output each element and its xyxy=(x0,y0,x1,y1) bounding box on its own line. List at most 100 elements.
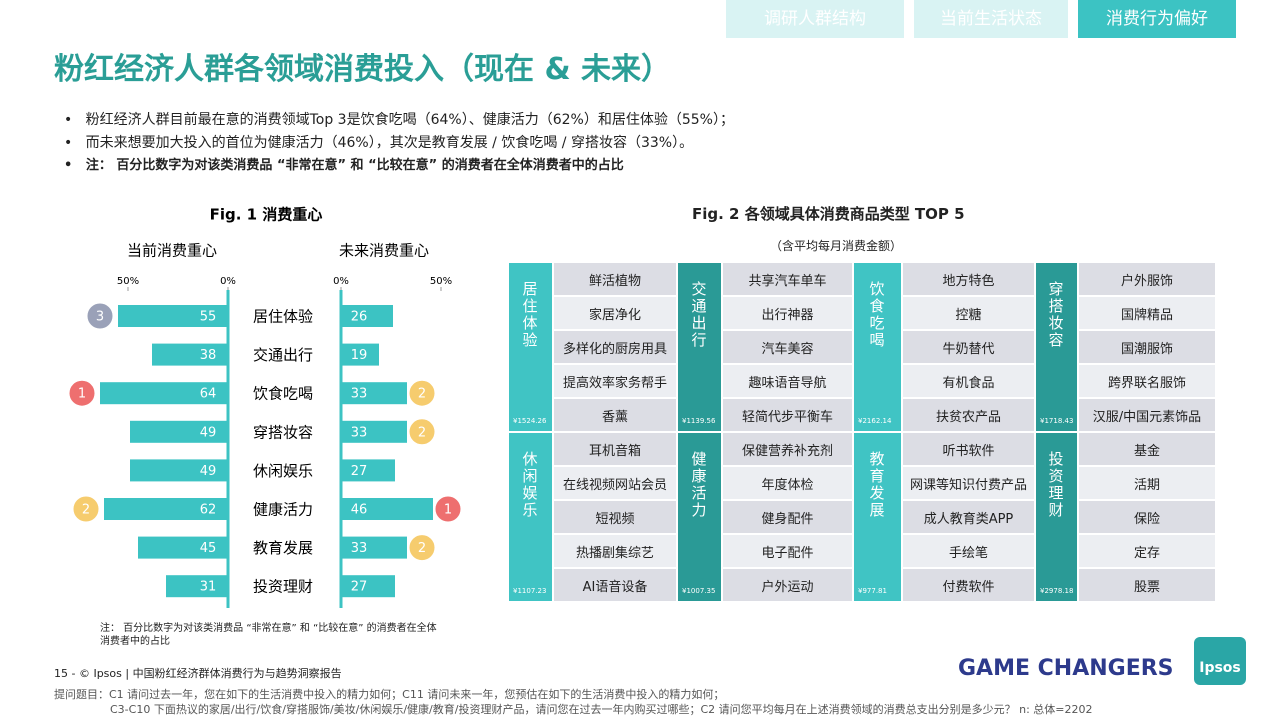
group-name: 投资理财 xyxy=(1046,451,1065,519)
value-label: 64 xyxy=(200,387,217,402)
group-name: 居住体验 xyxy=(520,281,539,349)
product-item: 网课等知识付费产品 xyxy=(902,466,1035,500)
product-item: 汽车美容 xyxy=(722,330,853,364)
product-item: 电子配件 xyxy=(722,534,853,568)
product-item: 年度体检 xyxy=(722,466,853,500)
category-label: 健康活力 xyxy=(253,501,313,519)
product-item: 户外运动 xyxy=(722,568,853,602)
group-label: 穿搭妆容 ¥1718.43 xyxy=(1035,262,1078,432)
question: C3-C10 下面热议的家居/出行/饮食/穿搭服饰/美妆/休闲娱乐/健康/教育/… xyxy=(110,703,1093,716)
series-name: 未来消费重心 xyxy=(339,242,429,260)
group-label: 交通出行 ¥1139.56 xyxy=(677,262,722,432)
x-tick-label: 0% xyxy=(220,276,236,287)
bar xyxy=(152,343,228,366)
value-label: 49 xyxy=(200,425,217,440)
value-label: 27 xyxy=(351,464,368,479)
rank-badge xyxy=(408,379,436,407)
group-name: 交通出行 xyxy=(689,281,708,349)
value-label: 33 xyxy=(351,387,368,402)
group-label: 休闲娱乐 ¥1107.23 xyxy=(508,432,553,602)
product-item: 活期 xyxy=(1078,466,1216,500)
product-item: 保险 xyxy=(1078,500,1216,534)
group-amount: ¥1107.23 xyxy=(513,587,547,595)
group-amount: ¥1007.35 xyxy=(682,587,716,595)
product-item: 跨界联名服饰 xyxy=(1078,364,1216,398)
group-label: 教育发展 ¥977.81 xyxy=(853,432,902,602)
category-label: 交通出行 xyxy=(253,346,313,364)
product-item: 控糖 xyxy=(902,296,1035,330)
bar xyxy=(341,498,433,520)
bar xyxy=(130,420,228,443)
product-item: 基金 xyxy=(1078,432,1216,466)
group-amount: ¥2978.18 xyxy=(1040,587,1074,595)
x-tick-label: 50% xyxy=(117,276,139,287)
bullet-text: 注： 百分比数字为对该类消费品 “非常在意” 和 “比较在意” 的消费者在全体消… xyxy=(85,158,624,173)
series-name: 当前消费重心 xyxy=(127,242,217,260)
product-item: 汉服/中国元素饰品 xyxy=(1078,398,1216,432)
product-item: 共享汽车单车 xyxy=(722,262,853,296)
chart-title: Fig. 1 消费重心 xyxy=(210,206,323,224)
group-name: 健康活力 xyxy=(689,451,708,519)
bar xyxy=(341,305,393,327)
category-label: 饮食吃喝 xyxy=(253,385,313,403)
group-name: 穿搭妆容 xyxy=(1046,281,1065,349)
rank-badge xyxy=(68,379,96,407)
tab[interactable]: 调研人群结构 xyxy=(726,0,904,38)
product-item: AI语音设备 xyxy=(553,568,677,602)
rank-badge xyxy=(408,418,436,446)
rank-label: 2 xyxy=(82,503,90,518)
bar xyxy=(166,575,228,598)
value-label: 27 xyxy=(351,580,368,595)
fig2-title: Fig. 2 各领域具体消费商品类型 TOP 5 xyxy=(692,205,965,223)
category-label: 居住体验 xyxy=(253,308,313,326)
product-item: 付费软件 xyxy=(902,568,1035,602)
brand: GAME CHANGERS xyxy=(958,656,1174,681)
product-item: 短视频 xyxy=(553,500,677,534)
bar xyxy=(100,382,228,405)
value-label: 46 xyxy=(351,503,368,518)
x-tick-label: 50% xyxy=(430,276,452,287)
product-item: 保健营养补充剂 xyxy=(722,432,853,466)
group-name: 休闲娱乐 xyxy=(520,451,539,519)
value-label: 55 xyxy=(200,310,217,325)
value-label: 26 xyxy=(351,310,368,325)
bullet: • 粉红经济人群目前最在意的消费领域Top 3是饮食吃喝（64%）、健康活力（6… xyxy=(64,112,734,128)
category-label: 投资理财 xyxy=(253,578,313,596)
product-item: 多样化的厨房用具 xyxy=(553,330,677,364)
rank-label: 2 xyxy=(418,425,426,440)
bar xyxy=(341,536,407,559)
x-tick-label: 0% xyxy=(333,276,349,287)
group-amount: ¥2162.14 xyxy=(858,417,892,425)
category-label: 教育发展 xyxy=(253,539,313,557)
fig2-subtitle: （含平均每月消费金额） xyxy=(770,239,903,253)
value-label: 33 xyxy=(351,425,368,440)
product-item: 听书软件 xyxy=(902,432,1035,466)
bar xyxy=(341,459,395,482)
rank-label: 2 xyxy=(418,387,426,402)
product-item: 趣味语音导航 xyxy=(722,364,853,398)
product-item: 有机食品 xyxy=(902,364,1035,398)
group-label: 饮食吃喝 ¥2162.14 xyxy=(853,262,902,432)
tab[interactable]: 当前生活状态 xyxy=(914,0,1068,38)
rank-badge xyxy=(72,495,100,523)
tab[interactable]: 消费行为偏好 xyxy=(1078,0,1236,38)
product-item: 手绘笔 xyxy=(902,534,1035,568)
bullet-text: 而未来想要加大投入的首位为健康活力（46%），其次是教育发展 / 饮食吃喝 / … xyxy=(85,135,694,151)
product-item: 国牌精品 xyxy=(1078,296,1216,330)
product-item: 热播剧集综艺 xyxy=(553,534,677,568)
bar xyxy=(341,420,407,443)
value-label: 38 xyxy=(200,348,217,363)
product-item: 出行神器 xyxy=(722,296,853,330)
rank-label: 2 xyxy=(418,541,426,556)
rank-badge xyxy=(434,495,462,523)
footer-source: 15 - © Ipsos | 中国粉红经济群体消费行为与趋势洞察报告 xyxy=(54,667,342,680)
product-item: 户外服饰 xyxy=(1078,262,1216,296)
rank-badge xyxy=(86,302,114,330)
product-item: 成人教育类APP xyxy=(902,500,1035,534)
question: 提问题目：C1 请问过去一年，您在如下的生活消费中投入的精力如何；C11 请问未… xyxy=(54,688,725,701)
value-label: 33 xyxy=(351,541,368,556)
rank-badge xyxy=(408,534,436,562)
bullet: • 注： 百分比数字为对该类消费品 “非常在意” 和 “比较在意” 的消费者在全… xyxy=(64,158,624,173)
group-label: 投资理财 ¥2978.18 xyxy=(1035,432,1078,602)
